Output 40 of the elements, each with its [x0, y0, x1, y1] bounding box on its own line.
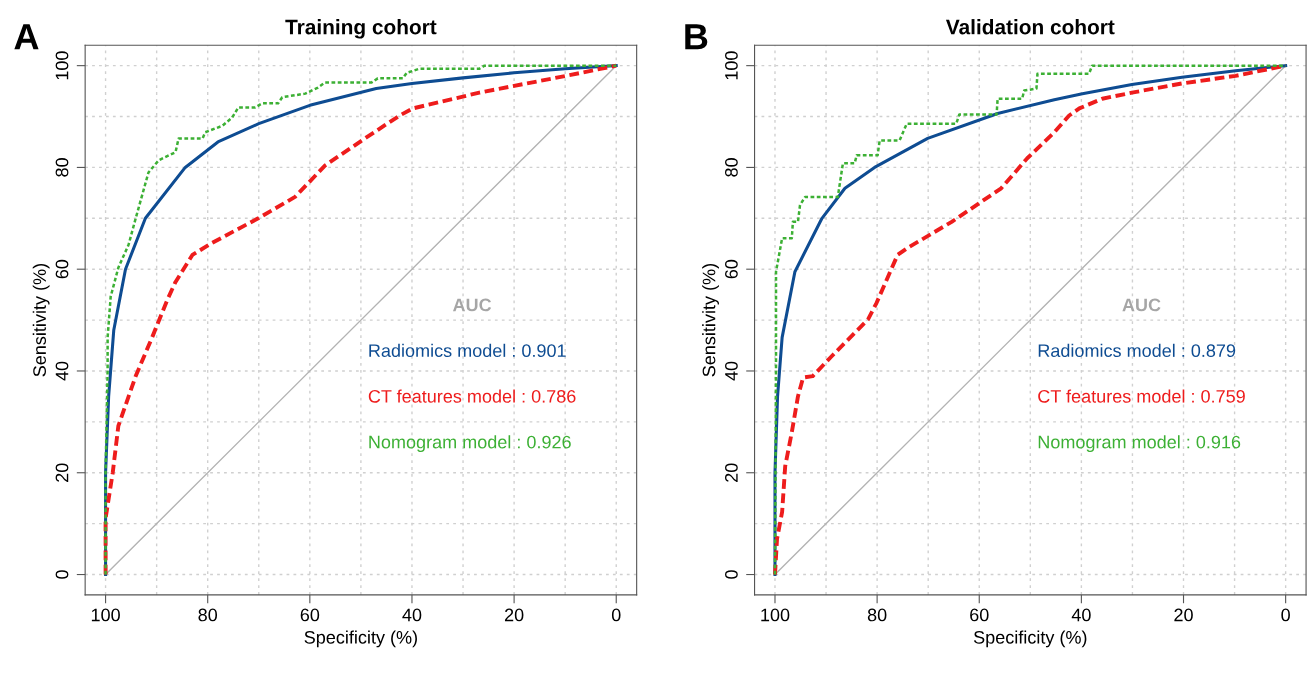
y-tick-label: 100	[55, 51, 69, 80]
y-tick-label: 100	[725, 51, 738, 80]
y-axis-title: Sensitivity (%)	[702, 264, 719, 377]
x-tick-label: 20	[1174, 608, 1193, 622]
x-axis-title: Specificity (%)	[973, 630, 1087, 648]
x-tick-label: 0	[611, 608, 621, 622]
chart-title: Validation cohort	[945, 19, 1115, 35]
y-tick-label: 0	[725, 570, 738, 579]
x-tick-label: 60	[970, 608, 989, 622]
x-tick-label: 0	[1281, 608, 1290, 622]
legend-title: AUC	[1122, 298, 1161, 312]
x-tick-label: 40	[1071, 608, 1091, 622]
y-tick-label: 80	[55, 158, 69, 177]
text: Nomogram model : 0.916	[1038, 435, 1241, 453]
x-tick-label: 20	[504, 608, 524, 622]
x-tick-label: 80	[198, 608, 218, 622]
text: A	[14, 24, 39, 50]
x-tick-label: 100	[91, 608, 120, 622]
y-tick-label: 20	[55, 463, 69, 482]
text: Radiomics model : 0.901	[369, 343, 566, 358]
y-tick-label: 40	[55, 361, 69, 381]
text: CT features model : 0.786	[368, 389, 576, 403]
x-tick-label: 100	[761, 608, 790, 622]
x-axis-title: Specificity (%)	[304, 630, 417, 648]
y-axis-title: Sensitivity (%)	[32, 264, 50, 377]
y-tick-label: 80	[725, 158, 738, 177]
text: Nomogram model : 0.926	[369, 435, 571, 453]
legend-title: AUC	[452, 298, 492, 312]
x-tick-label: 60	[300, 608, 320, 622]
y-tick-label: 60	[55, 259, 69, 279]
y-tick-label: 20	[725, 463, 738, 482]
x-tick-label: 40	[402, 608, 422, 622]
x-tick-label: 80	[867, 608, 887, 622]
text: CT features model : 0.759	[1038, 389, 1245, 403]
y-tick-label: 0	[55, 570, 69, 579]
y-tick-label: 40	[725, 361, 738, 381]
chart-title: Training cohort	[285, 19, 437, 39]
y-tick-label: 60	[725, 259, 738, 279]
text: Radiomics model : 0.879	[1038, 343, 1236, 358]
text: B	[685, 24, 708, 50]
